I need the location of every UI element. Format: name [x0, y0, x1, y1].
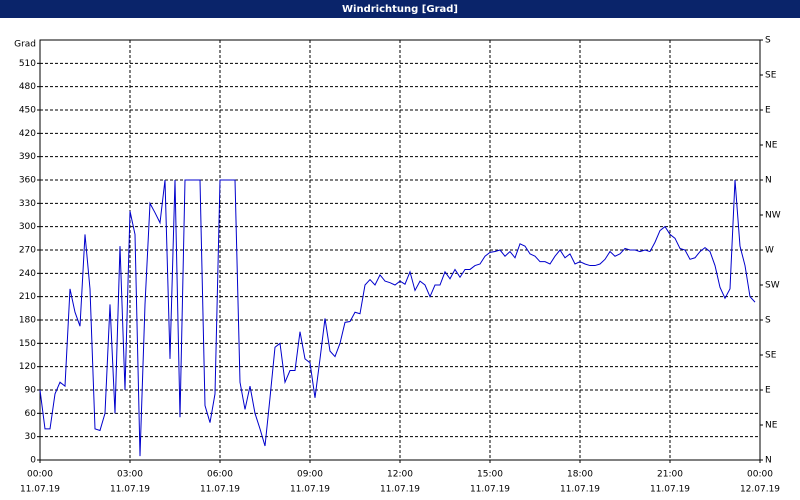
- data-line: [39, 179, 756, 457]
- y-tick-label: 450: [19, 106, 36, 116]
- y2-tick-label: W: [765, 246, 774, 256]
- y-tick-label: 300: [19, 222, 36, 232]
- x-tick-label: 15:00: [477, 470, 503, 480]
- y-tick-label: 120: [19, 362, 36, 372]
- y2-tick-label: N: [765, 456, 772, 466]
- x-tick-label: 18:00: [567, 470, 593, 480]
- x-tick-label: 09:00: [297, 470, 323, 480]
- x-tick-date: 11.07.19: [560, 485, 600, 495]
- y-tick-label: 420: [19, 129, 36, 139]
- plot-frame: [39, 39, 761, 461]
- y-tick-label: 180: [19, 316, 36, 326]
- x-tick-label: 00:00: [747, 470, 773, 480]
- y-tick-label: 60: [25, 409, 37, 419]
- y2-tick-label: NE: [765, 141, 778, 151]
- y2-tick-label: S: [765, 36, 771, 46]
- y2-tick-label: N: [765, 176, 772, 186]
- y2-tick-label: SE: [765, 71, 777, 81]
- x-tick-date: 11.07.19: [200, 485, 240, 495]
- x-tick-label: 21:00: [657, 470, 683, 480]
- x-tick-date: 12.07.19: [740, 485, 780, 495]
- y-axis-label: Grad: [14, 40, 36, 50]
- y2-tick-label: NE: [765, 421, 778, 431]
- x-tick-label: 12:00: [387, 470, 413, 480]
- y-tick-label: 90: [25, 386, 37, 396]
- y2-tick-label: E: [765, 106, 771, 116]
- x-tick-label: 00:00: [27, 470, 53, 480]
- y-tick-label: 270: [19, 246, 36, 256]
- y2-tick-label: S: [765, 316, 771, 326]
- x-tick-date: 11.07.19: [470, 485, 510, 495]
- y-tick-label: 330: [19, 199, 36, 209]
- y-tick-label: 390: [19, 152, 36, 162]
- y2-tick-label: NW: [765, 211, 781, 221]
- title-bar: [0, 0, 800, 18]
- y-tick-label: 510: [19, 59, 36, 69]
- x-tick-date: 11.07.19: [20, 485, 60, 495]
- y-tick-label: 210: [19, 292, 36, 302]
- x-tick-date: 11.07.19: [110, 485, 150, 495]
- y-tick-label: 30: [25, 432, 37, 442]
- y-tick-label: 360: [19, 176, 36, 186]
- x-tick-label: 06:00: [207, 470, 233, 480]
- y2-tick-label: SW: [765, 281, 780, 291]
- x-tick-date: 11.07.19: [650, 485, 690, 495]
- x-tick-label: 03:00: [117, 470, 143, 480]
- y2-tick-label: SE: [765, 351, 777, 361]
- x-tick-date: 11.07.19: [380, 485, 420, 495]
- y2-tick-label: E: [765, 386, 771, 396]
- y-tick-label: 240: [19, 269, 36, 279]
- x-tick-date: 11.07.19: [290, 485, 330, 495]
- y-tick-label: 480: [19, 82, 36, 92]
- chart-title: Windrichtung [Grad]: [342, 4, 458, 15]
- y-tick-label: 0: [30, 456, 36, 466]
- y-tick-label: 150: [19, 339, 36, 349]
